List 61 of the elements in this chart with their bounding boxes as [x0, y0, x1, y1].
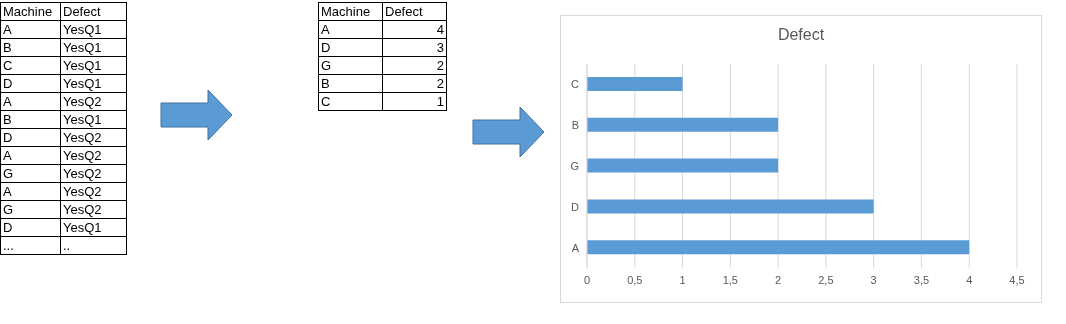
data-label: 1 — [382, 92, 447, 111]
text: YesQ2 — [60, 146, 127, 165]
x-tick-label: 1 — [679, 273, 686, 286]
x-tick-label: 0,5 — [627, 273, 643, 286]
x-tick-label: 4,5 — [1009, 273, 1025, 286]
category-label: D — [0, 218, 61, 237]
x-tick-label: 3 — [870, 273, 877, 286]
category-label: A — [0, 20, 61, 39]
text: YesQ1 — [60, 38, 127, 57]
category-label: D — [318, 38, 383, 57]
text: YesQ2 — [60, 182, 127, 201]
category-label: B — [0, 110, 61, 129]
text: Defect — [60, 2, 127, 21]
data-label: 2 — [382, 74, 447, 93]
y-tick-label: B — [571, 119, 579, 132]
text: .. — [60, 236, 127, 255]
category-label: D — [0, 74, 61, 93]
text: YesQ2 — [60, 200, 127, 219]
category-label: A — [0, 92, 61, 111]
category-label: A — [318, 20, 383, 39]
data-label: 3 — [382, 38, 447, 57]
text: YesQ1 — [60, 218, 127, 237]
category-label: B — [0, 38, 61, 57]
category-label: C — [0, 56, 61, 75]
x-tick-label: 2 — [775, 273, 782, 286]
x-tick-label: 0 — [583, 273, 591, 286]
bar — [587, 199, 874, 214]
text: YesQ1 — [60, 74, 127, 93]
category-label: C — [318, 92, 383, 111]
text: YesQ2 — [60, 128, 127, 147]
y-tick-label: A — [571, 241, 580, 254]
x-tick-label: 1,5 — [722, 273, 738, 286]
bar — [587, 77, 683, 91]
bar — [587, 117, 779, 132]
y-tick-label: C — [571, 78, 580, 91]
text: YesQ1 — [60, 56, 127, 75]
category-label: G — [318, 56, 383, 75]
x-tick-label: 3,5 — [913, 273, 930, 286]
category-label: G — [0, 200, 61, 219]
category-label: ... — [0, 236, 61, 255]
chart-title: Defect — [776, 26, 826, 44]
y-tick-label: D — [571, 200, 580, 213]
data-label: 4 — [382, 20, 447, 39]
category-label: A — [0, 182, 61, 201]
text: Machine — [318, 2, 383, 21]
data-label: 2 — [382, 56, 447, 75]
text: YesQ1 — [60, 20, 127, 39]
x-tick-label: 2,5 — [818, 273, 834, 286]
text: YesQ2 — [60, 92, 127, 111]
category-label: G — [0, 164, 61, 183]
text: YesQ1 — [60, 110, 127, 129]
text: YesQ2 — [60, 164, 127, 183]
bar — [587, 240, 970, 255]
y-tick-label: G — [570, 159, 579, 172]
category-label: B — [318, 74, 383, 93]
text: Machine — [0, 2, 61, 21]
category-label: A — [0, 146, 61, 165]
x-tick-label: 4 — [966, 273, 973, 286]
text: Defect — [382, 2, 447, 21]
bar — [587, 158, 779, 173]
category-label: D — [0, 128, 61, 147]
